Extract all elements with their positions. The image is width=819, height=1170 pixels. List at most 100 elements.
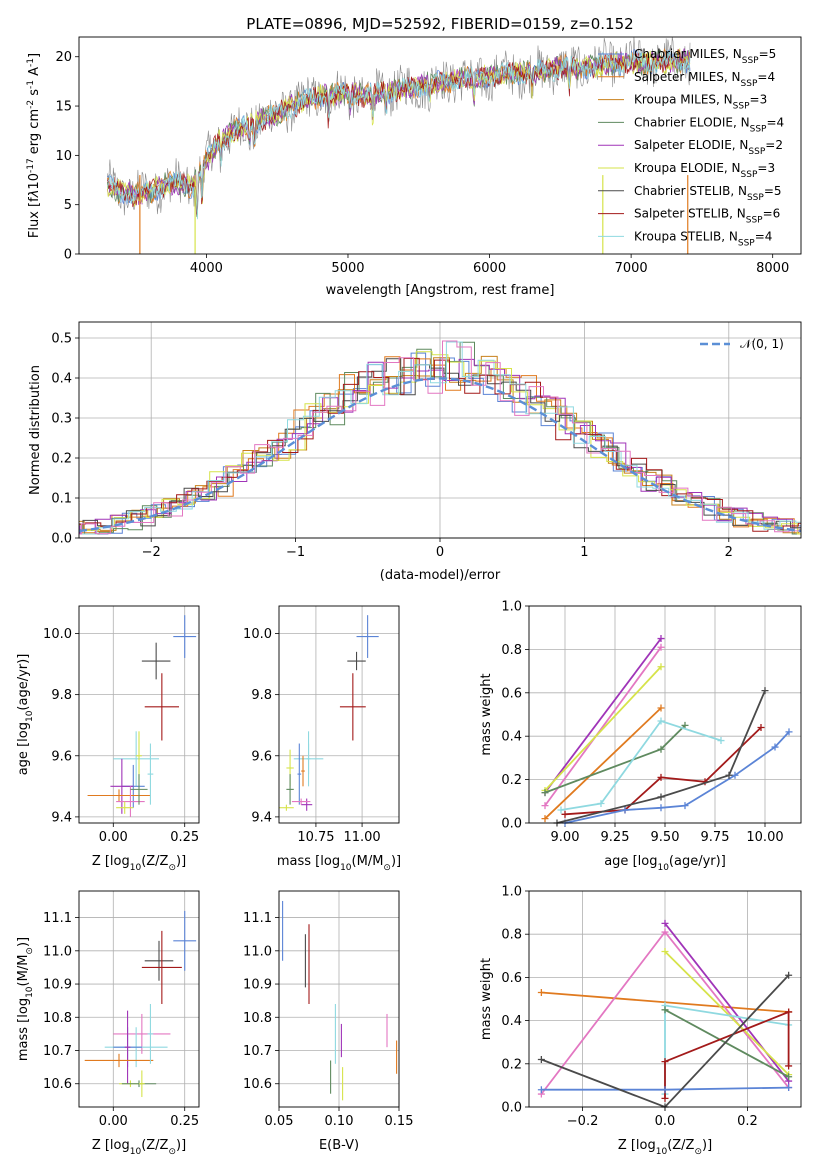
y-tick-label: 9.8 [251,688,272,703]
chart-mass_vs_ebv: 0.05 0.10 0.15 10.6 10.7 10.8 10.9 11.0 11.1 E(B-… [243,891,413,1153]
y-tick-label: 0.3 [51,412,72,427]
y-axis-label: Flux [fλ10-17 erg cm-2 s-1 A-1] [26,53,42,238]
x-axis-label: E(B-V) [319,1138,359,1153]
weight-marker [785,1008,792,1015]
y-tick-label: 9.6 [251,749,272,764]
y-tick-label: 11.1 [43,911,72,926]
x-tick-label: 5000 [331,261,364,276]
x-tick-label: 0 [436,545,444,560]
x-tick-label: −0.2 [567,1114,599,1129]
weight-marker [538,1056,545,1063]
x-axis-label: (data-model)/error [380,568,501,583]
y-tick-label: 10.0 [43,627,72,642]
chart-weight_vs_age: 9.00 9.25 9.50 9.75 10.00 0.0 0.2 0.4 0.6 0.8 1.0 a… [479,600,801,874]
weight-marker [658,804,665,811]
legend-entry-chabrier_stelib: Chabrier STELIB, NSSP=5 [634,184,782,203]
x-axis-label: age [log10(age/yr)] [604,854,726,873]
y-tick-label: 0.4 [501,1014,522,1029]
weight-marker [662,1086,669,1093]
x-tick-label: −1 [286,545,305,560]
y-tick-label: 0.0 [501,817,522,832]
figure-title: PLATE=0896, MJD=52592, FIBERID=0159, z=0… [246,15,633,33]
y-tick-label: 0.6 [501,971,522,986]
x-axis-label: Z [log10(Z/Z⊙)] [92,1138,186,1157]
x-tick-label: 7000 [615,261,648,276]
chart-residuals: −2 −1 0 1 20.00.10.20.30.40.5 𝒩(0, 1)(data-mo… [28,322,819,583]
y-tick-label: 9.4 [251,810,272,825]
x-tick-label: 10.75 [297,830,334,845]
legend-entry-salpeter_miles: Salpeter MILES, NSSP=4 [634,70,775,89]
y-axis-label: mass weight [479,958,494,1040]
y-tick-label: 0.1 [51,492,72,507]
x-tick-label: 9.75 [701,830,730,845]
legend-entry-kroupa_elodie: Kroupa ELODIE, NSSP=3 [634,161,775,180]
legend-entry-salpeter_stelib: Salpeter STELIB, NSSP=6 [634,207,780,226]
y-tick-label: 10.0 [243,627,272,642]
legend: Chabrier MILES, NSSP=5Salpeter MILES, NS… [598,47,784,248]
x-tick-label: 9.50 [651,830,680,845]
weight-marker [662,1095,669,1102]
x-tick-label: 11.00 [343,830,380,845]
weight-marker [662,1006,669,1013]
y-tick-label: 0.8 [501,928,522,943]
y-tick-label: 10.6 [43,1077,72,1092]
legend-entry-normal: 𝒩(0, 1) [740,337,784,351]
x-tick-label: 0.25 [170,1114,199,1129]
x-tick-label: 8000 [756,261,789,276]
y-tick-label: 0 [64,248,72,263]
x-tick-label: 0.15 [385,1114,414,1129]
x-tick-label: 10.00 [746,830,783,845]
weight-series [565,732,789,823]
x-axis-label: Z [log10(Z/Z⊙)] [92,854,186,873]
y-tick-label: 15 [55,100,72,115]
x-tick-label: 0.05 [265,1114,294,1129]
y-axis-label: mass [log10(M/M⊙)] [16,937,35,1061]
y-tick-label: 9.8 [51,688,72,703]
weight-marker [538,989,545,996]
chart-weight_vs_Z: −0.2 0.0 0.2 0.0 0.2 0.4 0.6 0.8 1.0 Z [log10(Z/Z… [479,885,801,1158]
x-tick-label: 9.00 [551,830,580,845]
y-tick-label: 0.6 [501,686,522,701]
y-tick-label: 11.0 [43,944,72,959]
y-tick-label: 9.6 [51,749,72,764]
y-tick-label: 11.1 [243,911,272,926]
y-tick-label: 5 [64,198,72,213]
x-axis-label: mass [log10(M/M⊙)] [277,854,401,873]
legend-entry-chabrier_elodie: Chabrier ELODIE, NSSP=4 [634,115,784,134]
x-tick-label: −2 [142,545,161,560]
y-axis-label: age [log10(age/yr)] [16,654,35,776]
weight-series [665,923,789,1081]
chart-mass_vs_Z: 0.00 0.2510.610.710.810.911.011.1Z [log10… [16,891,199,1157]
y-tick-label: 0.4 [501,730,522,745]
weight-series [545,647,661,805]
x-tick-label: 9.25 [601,830,630,845]
x-tick-label: 0.00 [99,1114,128,1129]
x-axis-label: wavelength [Angstrom, rest frame] [326,283,555,298]
legend-entry-kroupa_stelib: Kroupa STELIB, NSSP=4 [634,229,772,248]
weight-marker [718,737,725,744]
weight-marker [558,806,565,813]
y-tick-label: 10.6 [243,1077,272,1092]
y-tick-label: 10.9 [243,978,272,993]
legend-entry-salpeter_elodie: Salpeter ELODIE, NSSP=2 [634,138,783,157]
y-tick-label: 0.2 [501,1057,522,1072]
chart-age_vs_Z: 0.00 0.259.49.69.810.0Z [log10(Z/Z⊙)]age … [16,606,199,873]
y-axis-label: mass weight [479,673,494,755]
axes-frame [279,606,399,823]
y-tick-label: 0.0 [51,532,72,547]
weight-series [545,639,661,793]
weight-marker [658,793,665,800]
x-tick-label: 6000 [473,261,506,276]
y-tick-label: 10.7 [43,1044,72,1059]
x-tick-label: 1 [580,545,588,560]
figure-canvas: PLATE=0896, MJD=52592, FIBERID=0159, z=0… [0,0,819,1170]
figure-svg: PLATE=0896, MJD=52592, FIBERID=0159, z=0… [0,0,819,1170]
x-tick-label: 0.0 [655,1114,676,1129]
axes-frame [79,891,199,1107]
x-tick-label: 0.00 [99,830,128,845]
weight-marker [562,811,569,818]
legend-entry-kroupa_miles: Kroupa MILES, NSSP=3 [634,93,767,112]
y-tick-label: 20 [55,50,72,65]
y-tick-label: 10.8 [243,1011,272,1026]
y-tick-label: 11.0 [243,944,272,959]
